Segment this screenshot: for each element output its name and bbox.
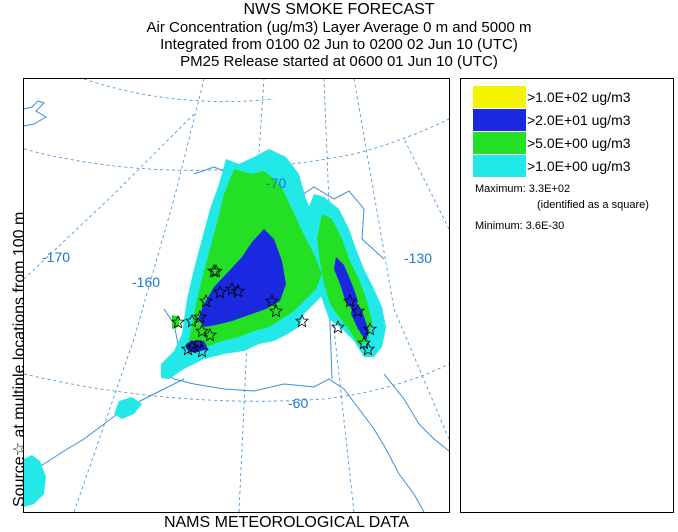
longitude-label-170: -170 bbox=[42, 249, 71, 265]
source-star bbox=[195, 324, 209, 338]
longitude-label-160: -160 bbox=[132, 274, 161, 290]
latitude-line-80 bbox=[83, 79, 275, 102]
legend-label-20: >2.0E+01 ug/m3 bbox=[527, 112, 631, 128]
legend-label-100: >1.0E+02 ug/m3 bbox=[527, 89, 631, 105]
maximum-note: (identified as a square) bbox=[537, 199, 649, 211]
plume-level-20-east-a bbox=[334, 257, 358, 311]
title-block: NWS SMOKE FORECAST Air Concentration (ug… bbox=[0, 0, 678, 70]
source-star bbox=[231, 284, 245, 298]
source-star bbox=[363, 322, 377, 336]
integration-period: Integrated from 0100 02 Jun to 0200 02 J… bbox=[160, 36, 518, 53]
source-star bbox=[171, 315, 185, 329]
plume-level-1-island bbox=[24, 455, 46, 507]
fire-sources bbox=[171, 264, 377, 358]
source-star bbox=[295, 314, 309, 328]
source-star bbox=[343, 294, 357, 308]
maximum-value: Maximum: 3.3E+02 bbox=[475, 183, 571, 195]
latitude-line-70 bbox=[24, 118, 449, 171]
legend-label-5: >5.0E+00 ug/m3 bbox=[527, 135, 631, 151]
legend-swatch-100 bbox=[473, 86, 526, 108]
graticule bbox=[24, 79, 449, 512]
plume-level-1-bay bbox=[114, 397, 142, 419]
meridian-170 bbox=[24, 113, 195, 280]
smoke-plume bbox=[24, 149, 386, 507]
latitude-label-60: -60 bbox=[288, 395, 309, 411]
release-info: PM25 Release started at 0600 01 Jun 10 (… bbox=[180, 53, 498, 70]
source-star bbox=[265, 294, 279, 308]
latitude-line-60 bbox=[24, 363, 449, 402]
source-star bbox=[357, 336, 371, 350]
legend-swatch-20 bbox=[473, 109, 526, 131]
longitude-label-130: -130 bbox=[404, 250, 433, 266]
source-star bbox=[225, 282, 239, 296]
maximum-square bbox=[194, 340, 202, 348]
source-star bbox=[269, 304, 283, 318]
meridian-140 bbox=[323, 79, 355, 512]
meridian-150 bbox=[238, 79, 265, 512]
source-star bbox=[213, 285, 227, 299]
meridian-160 bbox=[73, 79, 205, 512]
bc-coast bbox=[383, 373, 449, 452]
minimum-value: Minimum: 3.6E-30 bbox=[475, 220, 565, 232]
source-star bbox=[331, 320, 345, 334]
plume-level-20-east-b bbox=[351, 299, 369, 341]
meridian-120 bbox=[403, 138, 449, 230]
forecast-title: NWS SMOKE FORECAST bbox=[243, 1, 435, 18]
source-star bbox=[181, 342, 195, 356]
legend-panel: >1.0E+02 ug/m3 >2.0E+01 ug/m3 >5.0E+00 u… bbox=[460, 78, 674, 513]
source-star bbox=[203, 328, 217, 342]
source-star bbox=[185, 314, 199, 328]
source-star bbox=[209, 264, 223, 278]
source-star bbox=[195, 344, 209, 358]
plume-level-20-main bbox=[198, 229, 286, 327]
map-panel: -170 -160 -70 -130 -60 bbox=[23, 78, 450, 513]
map-canvas bbox=[24, 79, 449, 512]
source-star bbox=[361, 342, 375, 356]
legend-label-1: >1.0E+00 ug/m3 bbox=[527, 158, 631, 174]
legend-swatch-5 bbox=[473, 132, 526, 154]
legend-swatch-1 bbox=[473, 155, 526, 177]
alaska-south-coast bbox=[193, 378, 330, 392]
meridian-130 bbox=[353, 79, 449, 440]
russia-coast bbox=[24, 100, 47, 127]
source-star bbox=[193, 310, 207, 324]
concentration-description: Air Concentration (ug/m3) Layer Average … bbox=[146, 19, 532, 36]
alaska-peninsula bbox=[24, 378, 185, 475]
meteorological-data-label: NAMS METEOROLOGICAL DATA bbox=[163, 514, 410, 531]
source-star bbox=[351, 304, 365, 318]
source-star bbox=[199, 294, 213, 308]
panhandle-coast bbox=[328, 378, 425, 512]
latitude-label-70: -70 bbox=[266, 175, 287, 191]
